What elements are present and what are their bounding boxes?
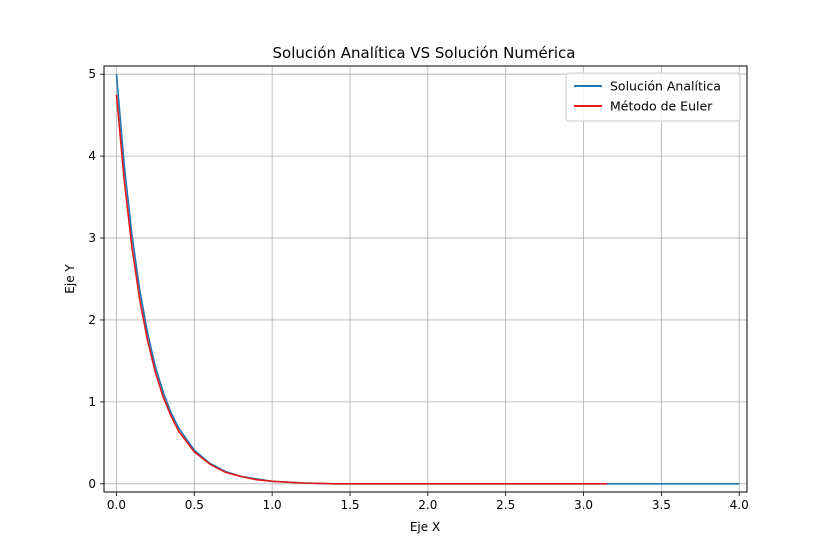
- x-tick-label: 3.0: [574, 498, 593, 512]
- legend-label: Solución Analítica: [610, 79, 721, 94]
- y-axis-title: Eje Y: [63, 264, 77, 294]
- x-tick-label: 1.5: [340, 498, 359, 512]
- y-tick-label: 2: [88, 313, 96, 327]
- y-tick-label: 0: [88, 477, 96, 491]
- x-tick-label: 0.5: [185, 498, 204, 512]
- y-tick-label: 4: [88, 149, 96, 163]
- x-tick-label: 2.0: [418, 498, 437, 512]
- x-tick-label: 1.0: [263, 498, 282, 512]
- legend-box: [565, 72, 741, 122]
- y-tick-label: 5: [88, 67, 96, 81]
- x-axis-title: Eje X: [410, 520, 440, 534]
- x-tick-label: 4.0: [730, 498, 749, 512]
- x-tick-label: 0.0: [107, 498, 126, 512]
- legend-label: Método de Euler: [610, 99, 713, 114]
- chart-title: Solución Analítica VS Solución Numérica: [273, 44, 576, 62]
- y-tick-label: 3: [88, 231, 96, 245]
- x-tick-label: 3.5: [652, 498, 671, 512]
- y-tick-label: 1: [88, 395, 96, 409]
- plot-frame: [103, 65, 748, 493]
- legend: Solución Analítica Método de Euler: [565, 72, 741, 122]
- series-line-euler: [115, 94, 607, 485]
- x-tick-label: 2.5: [496, 498, 515, 512]
